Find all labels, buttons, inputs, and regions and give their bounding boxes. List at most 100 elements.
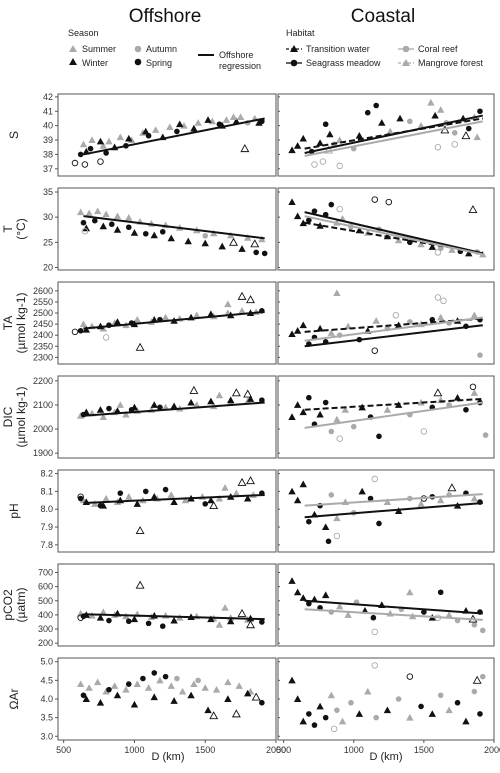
coastal-s-point-0 <box>288 146 296 154</box>
offshore-ωar-point-10 <box>178 687 187 695</box>
offshore-t-point-2 <box>93 207 102 215</box>
legend-winter-label: Winter <box>82 58 108 68</box>
coastal-t-point-0 <box>288 198 296 206</box>
offshore-regression-line-5 <box>83 613 265 621</box>
coastal-s-point-13 <box>378 119 386 126</box>
panel-frame-offshore-5 <box>57 563 277 647</box>
offshore-pco2-point-20 <box>207 615 215 623</box>
offshore-pco2-point-24 <box>106 617 112 624</box>
coastal-ta-point-22 <box>470 311 479 319</box>
offshore-s-point-22 <box>190 124 198 132</box>
y-tick-label-6-0: 3.0 <box>40 731 53 741</box>
offshore-ph-point-7 <box>167 491 175 498</box>
coastal-ωar-point-9 <box>338 717 347 725</box>
offshore-s-point-31 <box>145 132 152 139</box>
coastal-s-point-17 <box>417 121 425 129</box>
coastal-dic-point-0 <box>288 413 296 420</box>
offshore-t-point-13 <box>243 234 252 241</box>
offshore-ph-point-30 <box>77 493 84 500</box>
offshore-t-point-31 <box>253 249 259 256</box>
y-tick-label-5-5: 700 <box>38 567 53 577</box>
y-tick-label-3-1: 2000 <box>33 424 53 434</box>
coastal-s-point-2 <box>299 134 307 142</box>
coastal-ta-point-17 <box>429 316 436 323</box>
legend-entry-transition-water: Transition water <box>286 44 370 54</box>
offshore-ta-point-29 <box>71 328 79 336</box>
coastal-ta-point-1 <box>293 327 302 334</box>
legend-transition-label: Transition water <box>306 44 370 54</box>
coastal-dic-point-14 <box>383 406 392 413</box>
coastal-regression-line-5-0 <box>304 599 483 615</box>
panel-frame-coastal-2 <box>277 281 495 365</box>
offshore-regression-line-0 <box>83 117 265 156</box>
coastal-ωar-point-14 <box>383 706 392 714</box>
coastal-ωar-point-16 <box>406 713 414 721</box>
coastal-dic-point-3 <box>306 394 312 401</box>
offshore-ωar-point-15 <box>235 682 243 689</box>
coastal-dic-point-27 <box>469 383 477 391</box>
coastal-ta-point-28 <box>392 311 400 319</box>
coastal-regression-line-1-0 <box>304 211 484 255</box>
coastal-s-point-20 <box>437 106 445 113</box>
offshore-s-point-21 <box>176 120 184 128</box>
coastal-ωar-point-15 <box>395 696 402 702</box>
coastal-t-point-29 <box>434 249 442 256</box>
offshore-regression-line-4 <box>83 493 265 504</box>
offshore-ph-point-23 <box>77 495 84 502</box>
offshore-ta-point-31 <box>237 291 247 300</box>
offshore-t-point-35 <box>250 239 260 248</box>
offshore-ph-point-25 <box>117 490 124 496</box>
offshore-s-point-32 <box>174 128 180 135</box>
coastal-dic-point-28 <box>433 388 443 397</box>
offshore-s-point-38 <box>240 144 250 153</box>
offshore-t-point-20 <box>167 234 175 242</box>
coastal-t-point-25 <box>371 196 379 203</box>
coastal-regression-line-2-1 <box>304 316 483 342</box>
y-tick-label-3-0: 1900 <box>33 448 53 458</box>
offshore-t-point-33 <box>81 228 89 235</box>
y-tick-label-1-2: 30 <box>43 212 53 222</box>
y-tick-label-2-2: 2400 <box>33 330 53 340</box>
coastal-ta-point-0 <box>288 330 296 338</box>
coastal-pco2-point-12 <box>370 614 377 621</box>
coastal-regression-line-1-2 <box>304 215 483 256</box>
coastal-pco2-point-20 <box>445 611 453 618</box>
offshore-t-point-24 <box>238 245 246 252</box>
panel-coastal-s <box>277 93 495 177</box>
offshore-ph-point-33 <box>246 476 255 485</box>
offshore-s-point-33 <box>216 121 223 128</box>
y-tick-label-6-1: 3.5 <box>40 713 53 723</box>
coastal-ωar-point-19 <box>437 692 444 699</box>
offshore-pco2-point-33 <box>221 604 229 611</box>
offshore-dic-point-24 <box>106 405 112 412</box>
offshore-dic-point-4 <box>122 410 130 418</box>
coastal-ta-point-24 <box>333 289 341 297</box>
coastal-ωar-point-17 <box>418 703 424 710</box>
panel-frame-offshore-6 <box>57 657 277 741</box>
coastal-ωar-point-4 <box>311 722 318 728</box>
coastal-pco2-point-19 <box>437 589 444 596</box>
offshore-s-point-1 <box>88 136 96 143</box>
legend-regression-label-line2: regression <box>219 61 261 71</box>
y-tick-label-2-4: 2500 <box>33 308 53 318</box>
coastal-ta-point-25 <box>434 294 442 301</box>
legend-spring-label: Spring <box>146 58 172 68</box>
offshore-pco2-point-21 <box>227 617 235 625</box>
y-axis-label-ta-0: TA <box>1 316 15 330</box>
panel-offshore-ωar: 3.0 3.5 4.0 4.5 5.0 500 1000 1500 2000 <box>40 657 286 755</box>
coastal-ta-point-5 <box>316 324 324 332</box>
coastal-ωar-point-3 <box>306 711 312 717</box>
legend-entry-mangrove-forest: Mangrove forest <box>398 58 484 68</box>
legend-entry-autumn: Autumn <box>134 44 177 54</box>
offshore-dic-point-17 <box>150 401 158 408</box>
offshore-dic-point-29 <box>231 388 241 397</box>
coastal-ωar-point-29 <box>330 725 338 733</box>
y-tick-label-4-4: 8.2 <box>40 469 53 479</box>
offshore-ta-point-24 <box>77 327 84 334</box>
coastal-ωar-point-2 <box>299 717 307 725</box>
coastal-s-point-12 <box>373 102 379 109</box>
offshore-ωar-point-1 <box>85 684 93 691</box>
offshore-ta-point-30 <box>135 342 145 351</box>
offshore-pco2-point-25 <box>125 618 132 625</box>
offshore-ωar-point-18 <box>96 699 105 706</box>
